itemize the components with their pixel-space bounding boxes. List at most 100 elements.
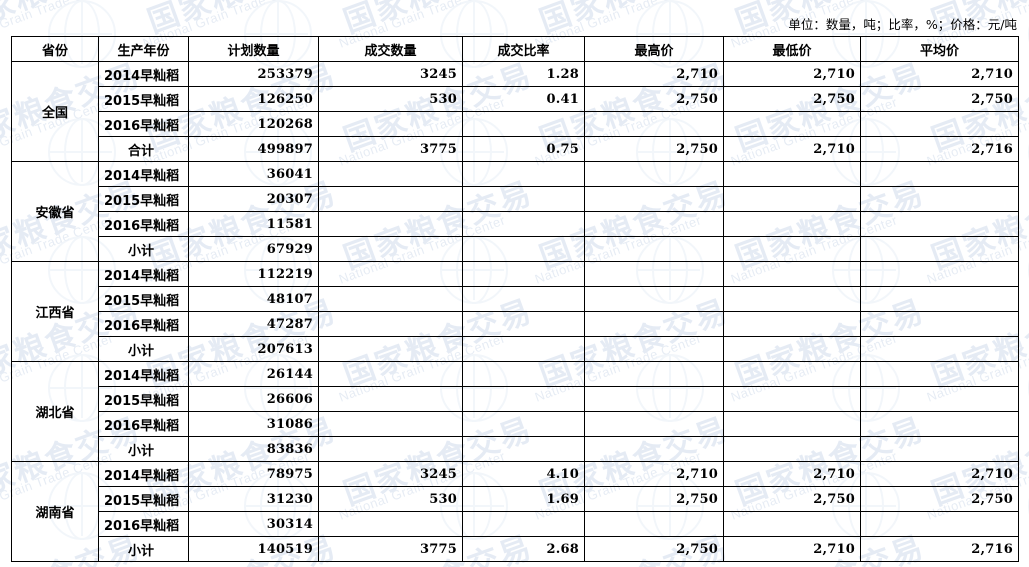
year-cell: 2014早籼稻 (98, 61, 189, 87)
high-price-cell (584, 286, 724, 312)
avg-price-cell: 2,716 (860, 136, 1019, 162)
deal-qty-cell: 3245 (318, 61, 463, 87)
table-row: 小计 140519 3775 2.68 2,750 2,710 2,716 (12, 536, 1019, 562)
year-cell: 2014早籼稻 (98, 461, 189, 487)
deal-qty-cell: 3245 (318, 461, 463, 487)
plan-qty-cell: 48107 (188, 286, 319, 312)
deal-qty-cell (318, 211, 463, 237)
low-price-cell (723, 511, 861, 537)
header-row: 省份 生产年份 计划数量 成交数量 成交比率 最高价 最低价 平均价 (11, 36, 1019, 62)
low-price-cell (723, 386, 861, 412)
low-price-cell (723, 311, 861, 337)
deal-qty-cell (318, 336, 463, 362)
table-header: 省份 生产年份 计划数量 成交数量 成交比率 最高价 最低价 平均价 (11, 36, 1019, 62)
year-cell: 2014早籼稻 (98, 261, 189, 287)
avg-price-cell (860, 511, 1019, 537)
year-cell: 2015早籼稻 (98, 286, 189, 312)
table-row: 小计 67929 (12, 236, 1019, 262)
deal-ratio-cell (462, 511, 585, 537)
year-cell: 2014早籼稻 (98, 361, 189, 387)
subtotal-label-cell: 合计 (98, 136, 189, 162)
province-cell: 江西省 (11, 261, 99, 362)
high-price-cell: 2,750 (584, 536, 724, 562)
plan-qty-cell: 112219 (188, 261, 319, 287)
low-price-cell (723, 336, 861, 362)
deal-qty-cell (318, 311, 463, 337)
subtotal-label-cell: 小计 (98, 436, 189, 462)
avg-price-cell (860, 361, 1019, 387)
high-price-cell (584, 236, 724, 262)
high-price-cell (584, 261, 724, 287)
province-cell: 湖北省 (11, 361, 99, 462)
plan-qty-cell: 207613 (188, 336, 319, 362)
low-price-cell: 2,710 (723, 136, 861, 162)
deal-ratio-cell (462, 361, 585, 387)
low-price-cell (723, 236, 861, 262)
plan-qty-cell: 78975 (188, 461, 319, 487)
year-cell: 2014早籼稻 (98, 161, 189, 187)
deal-qty-cell: 3775 (318, 136, 463, 162)
deal-qty-cell: 530 (318, 486, 463, 512)
table-row: 2015早籼稻 31230 530 1.69 2,750 2,750 2,750 (12, 486, 1019, 512)
high-price-cell (584, 311, 724, 337)
province-cell: 安徽省 (11, 161, 99, 262)
table-row: 小计 207613 (12, 336, 1019, 362)
deal-qty-cell (318, 436, 463, 462)
subtotal-label-cell: 小计 (98, 236, 189, 262)
high-price-cell (584, 186, 724, 212)
deal-ratio-cell (462, 211, 585, 237)
avg-price-cell (860, 411, 1019, 437)
year-cell: 2016早籼稻 (98, 211, 189, 237)
column-header-high-price: 最高价 (584, 36, 724, 62)
subtotal-label-cell: 小计 (98, 336, 189, 362)
year-cell: 2015早籼稻 (98, 386, 189, 412)
low-price-cell: 2,710 (723, 461, 861, 487)
avg-price-cell: 2,710 (860, 61, 1019, 87)
column-header-avg-price: 平均价 (860, 36, 1019, 62)
low-price-cell (723, 186, 861, 212)
year-cell: 2016早籼稻 (98, 111, 189, 137)
deal-qty-cell (318, 236, 463, 262)
deal-ratio-cell: 4.10 (462, 461, 585, 487)
plan-qty-cell: 11581 (188, 211, 319, 237)
avg-price-cell (860, 311, 1019, 337)
deal-qty-cell (318, 286, 463, 312)
high-price-cell: 2,750 (584, 136, 724, 162)
avg-price-cell: 2,716 (860, 536, 1019, 562)
plan-qty-cell: 499897 (188, 136, 319, 162)
high-price-cell (584, 411, 724, 437)
deal-qty-cell: 3775 (318, 536, 463, 562)
high-price-cell: 2,750 (584, 86, 724, 112)
table-row: 2015早籼稻 20307 (12, 186, 1019, 212)
avg-price-cell (860, 111, 1019, 137)
low-price-cell: 2,750 (723, 86, 861, 112)
province-cell: 湖南省 (11, 461, 99, 562)
plan-qty-cell: 253379 (188, 61, 319, 87)
table-row: 小计 83836 (12, 436, 1019, 462)
avg-price-cell (860, 186, 1019, 212)
deal-qty-cell (318, 361, 463, 387)
column-header-year: 生产年份 (98, 36, 189, 62)
table-row: 2015早籼稻 126250 530 0.41 2,750 2,750 2,750 (12, 86, 1019, 112)
column-header-deal-qty: 成交数量 (318, 36, 463, 62)
avg-price-cell (860, 261, 1019, 287)
high-price-cell (584, 511, 724, 537)
table-row: 2016早籼稻 30314 (12, 511, 1019, 537)
high-price-cell: 2,710 (584, 61, 724, 87)
deal-ratio-cell: 0.41 (462, 86, 585, 112)
column-header-deal-ratio: 成交比率 (462, 36, 585, 62)
deal-ratio-cell (462, 161, 585, 187)
table-row: 江西省 2014早籼稻 112219 (11, 261, 1019, 362)
plan-qty-cell: 120268 (188, 111, 319, 137)
plan-qty-cell: 20307 (188, 186, 319, 212)
table-row: 合计 499897 3775 0.75 2,750 2,710 2,716 (12, 136, 1019, 162)
deal-ratio-cell: 1.28 (462, 61, 585, 87)
year-cell: 2015早籼稻 (98, 86, 189, 112)
deal-ratio-cell: 1.69 (462, 486, 585, 512)
deal-qty-cell: 530 (318, 86, 463, 112)
high-price-cell: 2,750 (584, 486, 724, 512)
high-price-cell (584, 436, 724, 462)
year-cell: 2015早籼稻 (98, 186, 189, 212)
year-cell: 2016早籼稻 (98, 411, 189, 437)
deal-ratio-cell (462, 336, 585, 362)
